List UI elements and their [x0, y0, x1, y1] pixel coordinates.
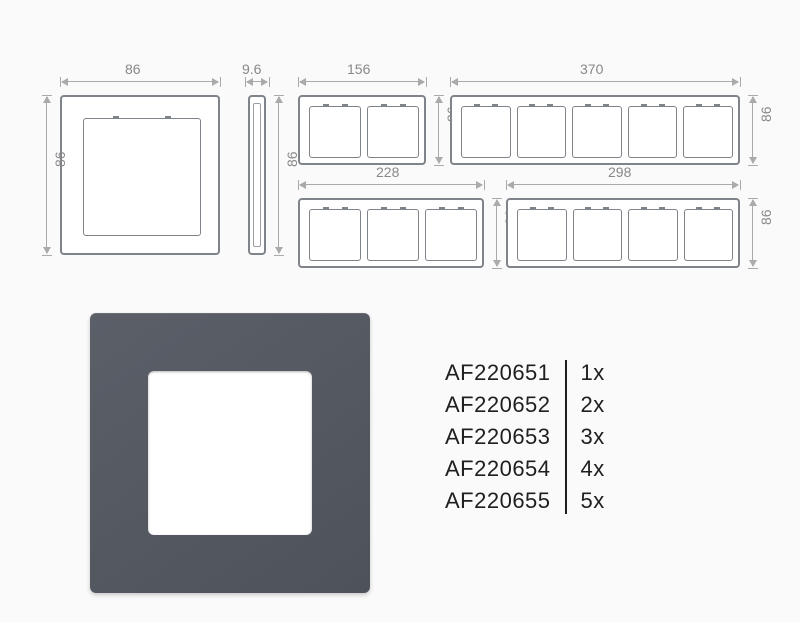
dim-profile-h-tick-b	[274, 255, 284, 256]
dim-profile-h-line	[278, 97, 279, 253]
dim-3x-h-line	[496, 200, 497, 266]
dim-3x-w-label: 228	[376, 164, 399, 180]
sku-ref-3: AF220654	[445, 456, 551, 482]
sku-qty-1: 2x	[581, 392, 605, 418]
dim-4x-w-tick-r	[740, 180, 741, 190]
frame-profile-rib	[253, 103, 261, 247]
dim-1x-h-tick-b	[42, 255, 52, 256]
frame-3x-aperture-1	[309, 209, 361, 261]
sku-qty-2: 3x	[581, 424, 605, 450]
sku-ref-1: AF220652	[445, 392, 551, 418]
sku-ref-4: AF220655	[445, 488, 551, 514]
product-frame	[90, 313, 370, 593]
frame-3x	[298, 198, 484, 268]
frame-5x-aperture-3	[572, 106, 622, 158]
dim-2x-w-label: 156	[347, 61, 370, 77]
product-cutout	[148, 371, 312, 535]
frame-1x	[60, 95, 220, 255]
dim-profile-d-tick-r	[269, 77, 270, 87]
dim-profile-d-label: 9.6	[242, 61, 261, 77]
dim-5x-h-line	[752, 97, 753, 163]
frame-4x-aperture-4	[684, 209, 734, 261]
dim-4x-h-line	[752, 200, 753, 266]
frame-5x-aperture-2	[517, 106, 567, 158]
frame-5x-aperture-4	[628, 106, 678, 158]
sku-ref-2: AF220653	[445, 424, 551, 450]
dim-1x-w-tick-r	[220, 77, 221, 87]
dim-1x-w-line	[62, 81, 218, 82]
frame-4x-aperture-1	[517, 209, 567, 261]
dim-5x-w-tick-r	[740, 77, 741, 87]
sku-separator	[565, 360, 567, 514]
dim-1x-h-line	[46, 97, 47, 253]
frame-2x-aperture-2	[367, 106, 419, 158]
dim-2x-w-line	[300, 81, 424, 82]
dim-3x-w-line	[300, 184, 482, 185]
frame-4x-aperture-3	[628, 209, 678, 261]
frame-5x	[450, 95, 740, 165]
frame-4x-aperture-2	[573, 209, 623, 261]
frame-5x-aperture-1	[461, 106, 511, 158]
sku-qty-0: 1x	[581, 360, 605, 386]
dim-5x-w-label: 370	[580, 61, 603, 77]
dim-1x-w-label: 86	[125, 61, 141, 77]
frame-5x-aperture-5	[683, 106, 733, 158]
dim-profile-d-line	[247, 81, 267, 82]
dim-5x-w-line	[452, 81, 738, 82]
dim-1x-h-label: 86	[52, 151, 68, 167]
dim-2x-h-tick-b	[434, 165, 444, 166]
dim-3x-h-tick-b	[492, 268, 502, 269]
frame-3x-aperture-2	[367, 209, 419, 261]
frame-3x-aperture-3	[425, 209, 477, 261]
sku-col-ref: AF220651 AF220652 AF220653 AF220654 AF220655	[445, 360, 551, 514]
frame-2x-aperture-1	[309, 106, 361, 158]
frame-4x	[506, 198, 740, 268]
sku-ref-0: AF220651	[445, 360, 551, 386]
dim-4x-w-label: 298	[608, 164, 631, 180]
dim-2x-h-line	[438, 97, 439, 163]
frame-1x-aperture-1	[83, 118, 201, 236]
sku-table: AF220651 AF220652 AF220653 AF220654 AF220655…	[445, 360, 605, 514]
dim-3x-w-tick-r	[484, 180, 485, 190]
sku-col-qty: 1x 2x 3x 4x 5x	[581, 360, 605, 514]
dim-2x-w-tick-r	[426, 77, 427, 87]
frame-profile	[248, 95, 266, 255]
dim-4x-h-label: 86	[758, 209, 774, 225]
dim-4x-h-tick-b	[748, 268, 758, 269]
sku-qty-4: 5x	[581, 488, 605, 514]
dim-5x-h-label: 86	[758, 106, 774, 122]
dim-4x-w-line	[508, 184, 738, 185]
dim-5x-h-tick-b	[748, 165, 758, 166]
frame-2x	[298, 95, 426, 165]
sku-qty-3: 4x	[581, 456, 605, 482]
